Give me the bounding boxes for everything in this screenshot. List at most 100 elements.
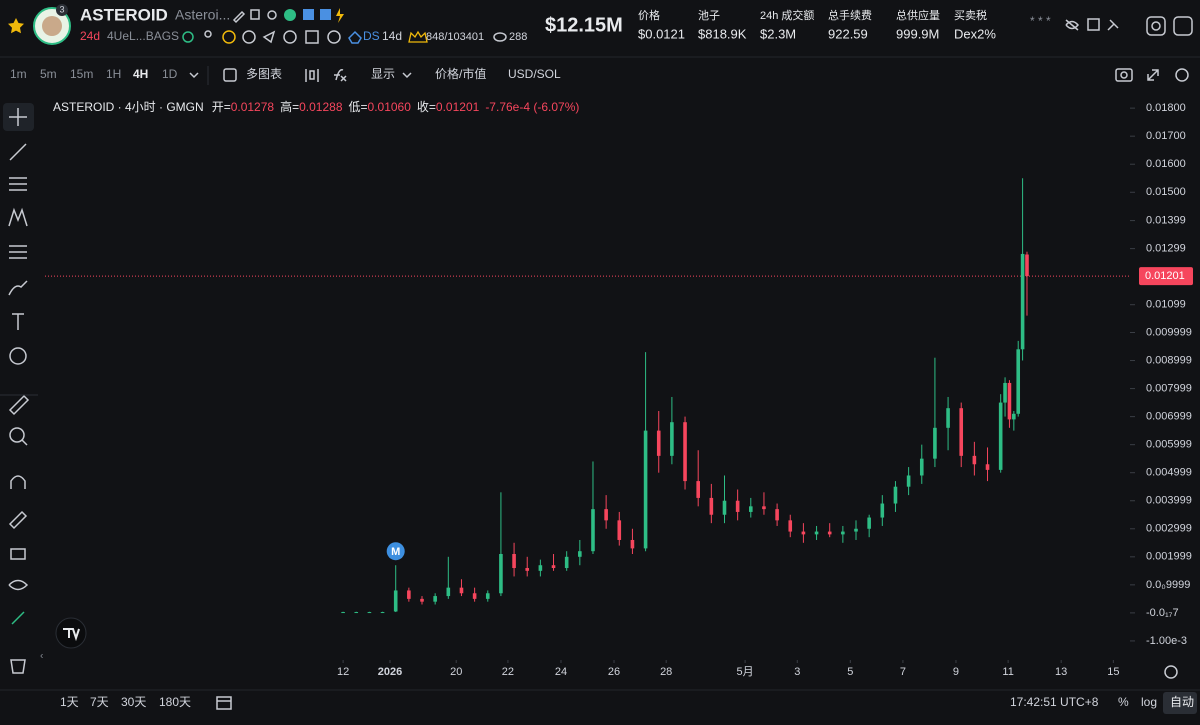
candle-body [643, 430, 648, 549]
y-tick-label: 0.009999 [1146, 326, 1192, 338]
candle-body [446, 587, 451, 597]
avatar-art [42, 16, 62, 36]
x-tick-label: 15 [1107, 666, 1119, 678]
candle-body [578, 551, 582, 557]
candle-body [814, 531, 819, 535]
candle-body [551, 565, 556, 569]
x-tick-label: 5 [847, 666, 853, 678]
candle-body [841, 531, 845, 535]
candle-body [538, 565, 543, 571]
settings-icon[interactable] [1164, 665, 1178, 679]
chevron [402, 72, 412, 79]
interval[interactable]: 4H [133, 67, 148, 81]
x-tick-label: 26 [608, 666, 620, 678]
legend: ASTEROID · 4小时 · GMGN 开= 0.01278 高= 0.01288 低… [53, 99, 579, 114]
x-tick-label: 12 [337, 666, 349, 678]
y-tick-label: 0.01700 [1146, 130, 1186, 142]
x-tick-label: 7 [900, 666, 906, 678]
y-tick-label: 0.004999 [1146, 467, 1192, 479]
x-tick-label: 20 [450, 666, 462, 678]
stat-value: 999.9M [896, 26, 939, 41]
stat-label: 总供应量 [896, 8, 940, 22]
candle-body [972, 455, 977, 465]
candle-body [985, 464, 990, 470]
x-tick-label: 5月 [737, 666, 754, 678]
candle-body [630, 539, 635, 549]
toolbar-right[interactable] [1115, 68, 1189, 82]
y-tick-label: 0.008999 [1146, 354, 1192, 366]
token-address: 4UeL...BAGS [107, 29, 179, 43]
candle-body [1007, 382, 1012, 420]
range[interactable]: 30天 [121, 695, 146, 709]
candle-body [341, 612, 345, 614]
y-tick-label: 0.003999 [1146, 495, 1192, 507]
y-tick-label: 0.01500 [1146, 186, 1186, 198]
currency[interactable]: USD/SOL [508, 67, 561, 81]
stat-value: $2.3M [760, 26, 796, 41]
checkbox[interactable] [223, 68, 237, 82]
interval[interactable]: 1H [106, 67, 121, 81]
tv-logo-mark [63, 628, 80, 642]
interval[interactable]: 1m [10, 67, 27, 81]
y-tick-label: 0.01399 [1146, 214, 1186, 226]
candle-body [683, 422, 687, 482]
candle-body [407, 590, 411, 599]
stats: 价格 $0.0121 池子 $818.9K 24h 成交额 $2.3M 总手续费 922.59… [638, 8, 996, 42]
auto-toggle[interactable]: 自动 [1170, 695, 1194, 709]
candle-body [735, 500, 740, 512]
date-picker[interactable] [216, 696, 232, 710]
candle-body [670, 422, 674, 456]
tools[interactable] [8, 108, 30, 674]
price-mode[interactable]: 价格/市值 [435, 66, 486, 81]
candle-body [591, 509, 595, 552]
log-toggle[interactable]: log [1141, 695, 1157, 709]
range[interactable]: 7天 [90, 695, 109, 709]
ds-age: 14d [382, 29, 402, 43]
multi-chart[interactable]: 多图表 [246, 67, 282, 81]
y-tick-label: 0.01800 [1146, 102, 1186, 114]
social-icons[interactable] [182, 30, 362, 44]
candle-body [393, 590, 398, 612]
chevron [189, 72, 199, 79]
chart-style-icons[interactable] [305, 68, 347, 82]
x-tick-label: 2026 [378, 666, 402, 678]
candle-body [525, 568, 530, 571]
legend-value: 0.01201 [436, 100, 480, 114]
interval[interactable]: 1D [162, 67, 178, 81]
y-tick-label: 0.005999 [1146, 439, 1192, 451]
favorite-star[interactable] [8, 18, 24, 34]
candle-body [709, 497, 714, 515]
stat-label: 池子 [698, 9, 720, 22]
range[interactable]: 1天 [60, 695, 79, 709]
percent-toggle[interactable]: % [1118, 695, 1129, 709]
interval[interactable]: 5m [40, 67, 57, 81]
candle-body [998, 402, 1003, 470]
candle-body [762, 506, 766, 510]
candle-body [801, 531, 806, 535]
header-icons[interactable] [232, 8, 344, 24]
candle-body [354, 612, 359, 614]
stat-value: $818.9K [698, 26, 747, 41]
y-tick-label: -1.00e-3 [1146, 635, 1187, 647]
candle-body [1003, 382, 1007, 403]
candle-body [867, 517, 871, 529]
candle-body [748, 506, 753, 512]
interval[interactable]: 15m [70, 67, 93, 81]
display-menu[interactable]: 显示 [371, 67, 395, 81]
legend-label: 低= [349, 100, 368, 114]
badge-text: 3 [59, 4, 64, 14]
candle-body [919, 458, 924, 476]
candle-body [367, 612, 372, 614]
collapse[interactable]: ‹ [40, 651, 43, 662]
candle-body [788, 520, 793, 532]
more-dots[interactable]: * * * [1030, 14, 1051, 28]
range[interactable]: 180天 [159, 695, 191, 709]
event-marker[interactable] [386, 542, 405, 561]
candle-body [893, 486, 898, 504]
candle-body [472, 593, 477, 599]
candle-body [1016, 349, 1021, 414]
views-icon [493, 32, 507, 42]
header-actions[interactable] [1065, 16, 1193, 36]
